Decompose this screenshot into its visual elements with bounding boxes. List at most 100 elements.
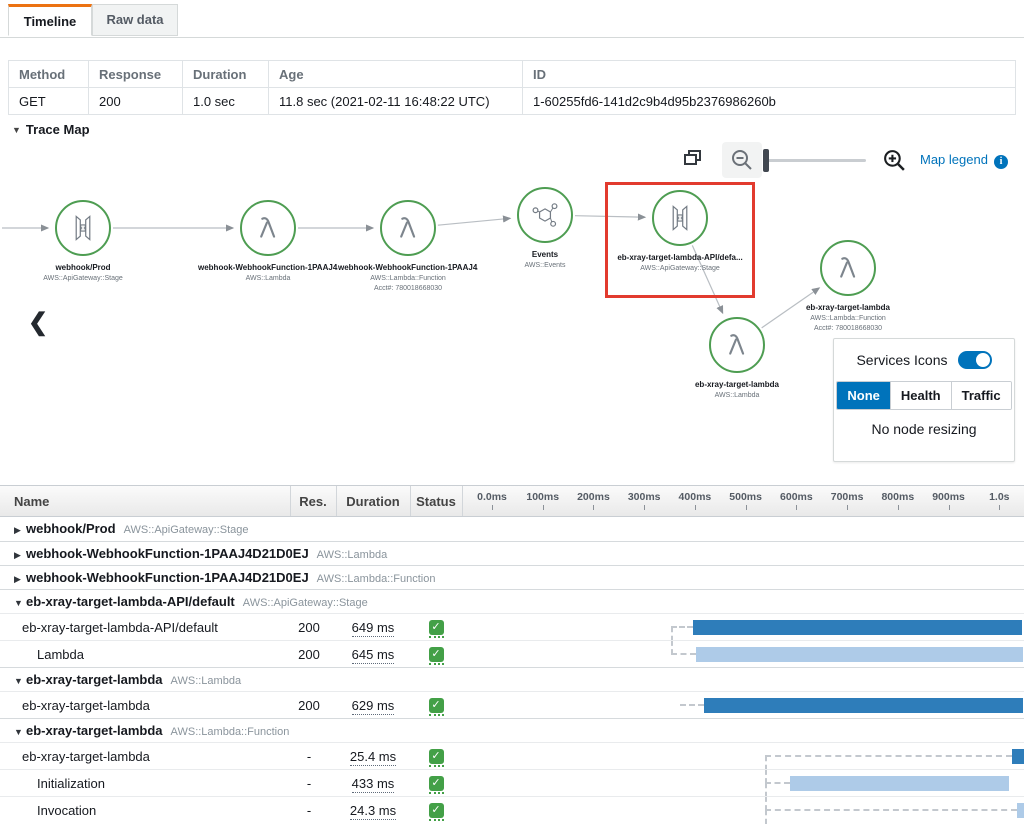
mode-none-button[interactable]: None xyxy=(837,382,891,409)
map-zoom-slider-handle[interactable] xyxy=(763,149,769,172)
trace-map-edges xyxy=(2,213,821,329)
trace-map-section-header[interactable]: ▼ Trace Map xyxy=(12,122,90,137)
timeline-bar[interactable] xyxy=(704,698,1024,713)
column-separator xyxy=(290,486,291,516)
group-type-label: AWS::Lambda xyxy=(316,549,388,561)
trace-map-title: Trace Map xyxy=(25,122,90,137)
chevron-right-icon[interactable]: ▶ xyxy=(14,574,21,584)
node-label: webhook-WebhookFunction-1PAAJ4... xyxy=(338,263,478,272)
axis-tick-label: 400ms xyxy=(678,491,712,503)
group-type-label: AWS::Lambda::Function xyxy=(170,726,290,738)
apigateway-icon[interactable] xyxy=(55,200,111,256)
status-ok-icon[interactable]: ✓ xyxy=(428,749,444,767)
lambda-icon[interactable] xyxy=(240,200,296,256)
timeline-table-header: Name Res. Duration Status 0.0ms 100ms 200m… xyxy=(0,485,1024,517)
summary-header-row: Method Response Duration Age ID xyxy=(8,60,1016,88)
mode-traffic-button[interactable]: Traffic xyxy=(951,382,1011,409)
axis-tick-label: 1.0s xyxy=(989,491,1010,503)
timeline-bar[interactable] xyxy=(1011,749,1024,764)
map-node-eb-xray-target-lambda[interactable]: eb-xray-target-lambda AWS::Lambda xyxy=(667,317,807,399)
status-ok-icon[interactable]: ✓ xyxy=(428,803,444,821)
chevron-down-icon[interactable]: ▼ xyxy=(14,727,23,737)
mode-health-button[interactable]: Health xyxy=(890,382,952,409)
map-zoom-slider-track[interactable] xyxy=(768,159,866,162)
duration-link: 433 ms xyxy=(351,776,395,793)
timeline-bar[interactable] xyxy=(692,620,1023,635)
timeline-bar[interactable] xyxy=(789,776,1010,791)
group-name[interactable]: eb-xray-target-lambda xyxy=(26,672,163,687)
tab-raw-data[interactable]: Raw data xyxy=(92,4,178,36)
map-node-webhook-prod[interactable]: webhook/Prod AWS::ApiGateway::Stage xyxy=(13,200,153,282)
summary-header-cell: Method xyxy=(8,60,89,88)
events-icon[interactable] xyxy=(517,187,573,243)
summary-header-cell: Duration xyxy=(182,60,269,88)
map-node-webhook-webhookfunction-1paaj4-[interactable]: webhook-WebhookFunction-1PAAJ4... AWS::La… xyxy=(338,200,478,292)
group-name[interactable]: webhook/Prod xyxy=(26,521,116,536)
axis-tick-mark xyxy=(593,505,595,510)
apigateway-icon[interactable] xyxy=(652,190,708,246)
group-name[interactable]: eb-xray-target-lambda-API/default xyxy=(26,594,235,609)
response-code: 200 xyxy=(298,698,320,713)
zoom-in-button[interactable] xyxy=(882,148,907,176)
map-controls: Map legend i xyxy=(0,142,1024,178)
map-node-eb-xray-target-lambda-api-defa-[interactable]: eb-xray-target-lambda-API/defa... AWS::Ap… xyxy=(610,190,750,272)
map-legend-link[interactable]: Map legend i xyxy=(920,152,1008,169)
segment-name: eb-xray-target-lambda xyxy=(22,698,150,713)
axis-tick-mark xyxy=(948,505,950,510)
timeline-bar[interactable] xyxy=(1017,803,1024,818)
segment-row-eb-xray-target-lambda-api-default: eb-xray-target-lambda-API/default 200 649 … xyxy=(0,613,1024,641)
collapse-triangle-icon: ▼ xyxy=(12,125,21,135)
axis-tick-mark xyxy=(796,505,798,510)
lambda-icon[interactable] xyxy=(380,200,436,256)
lambda-icon[interactable] xyxy=(709,317,765,373)
col-name: Name xyxy=(14,494,50,509)
status-ok-icon[interactable]: ✓ xyxy=(428,647,444,665)
zoom-out-button[interactable] xyxy=(722,142,762,178)
timeline-connector-dash xyxy=(764,797,767,810)
services-icons-toggle[interactable] xyxy=(957,351,992,369)
tab-timeline[interactable]: Timeline xyxy=(8,4,92,36)
group-type-label: AWS::Lambda::Function xyxy=(316,573,436,585)
tab-bar: Timeline Raw data xyxy=(0,0,1024,38)
segment-row-invocation: Invocation - 24.3 ms ✓ xyxy=(0,796,1024,824)
chevron-right-icon[interactable]: ▶ xyxy=(14,525,21,535)
status-ok-icon[interactable]: ✓ xyxy=(428,620,444,638)
chevron-down-icon[interactable]: ▼ xyxy=(14,676,23,686)
node-resizing-note: No node resizing xyxy=(871,421,977,437)
axis-tick-mark xyxy=(897,505,899,510)
chevron-down-icon[interactable]: ▼ xyxy=(14,598,23,608)
lambda-icon[interactable] xyxy=(820,240,876,296)
group-row-webhook-webhookfunction-1paaj4d21d0ej: ▶ webhook-WebhookFunction-1PAAJ4D21D0EJ AW… xyxy=(0,541,1024,565)
fit-to-window-icon[interactable] xyxy=(682,147,704,172)
timeline-connector-dash xyxy=(764,756,767,770)
axis-tick-mark xyxy=(847,505,849,510)
summary-header-cell: ID xyxy=(522,60,1016,88)
map-node-webhook-webhookfunction-1paaj4-[interactable]: webhook-WebhookFunction-1PAAJ4... AWS::La… xyxy=(198,200,338,282)
timeline-connector-dash xyxy=(670,653,696,655)
segment-row-eb-xray-target-lambda: eb-xray-target-lambda - 25.4 ms ✓ xyxy=(0,742,1024,770)
node-account-label: Acct#: 780018668030 xyxy=(373,285,443,292)
group-name[interactable]: webhook-WebhookFunction-1PAAJ4D21D0EJ xyxy=(26,546,309,561)
pan-left-chevron[interactable]: ❮ xyxy=(28,309,49,336)
group-row-eb-xray-target-lambda-api-default: ▼ eb-xray-target-lambda-API/default AWS::A… xyxy=(0,589,1024,613)
group-row-eb-xray-target-lambda: ▼ eb-xray-target-lambda AWS::Lambda::Funct… xyxy=(0,718,1024,742)
summary-header-cell: Age xyxy=(268,60,523,88)
map-node-eb-xray-target-lambda[interactable]: eb-xray-target-lambda AWS::Lambda::Functi… xyxy=(778,240,918,332)
status-ok-icon[interactable]: ✓ xyxy=(428,776,444,794)
info-icon[interactable]: i xyxy=(993,155,1008,169)
summary-value-cell: 11.8 sec (2021-02-11 16:48:22 UTC) xyxy=(268,87,523,115)
axis-tick-label: 900ms xyxy=(932,491,965,503)
map-node-events[interactable]: Events AWS::Events xyxy=(475,187,615,269)
status-ok-icon[interactable]: ✓ xyxy=(428,698,444,716)
chevron-right-icon[interactable]: ▶ xyxy=(14,550,21,560)
segment-row-lambda: Lambda 200 645 ms ✓ xyxy=(0,640,1024,667)
group-name[interactable]: webhook-WebhookFunction-1PAAJ4D21D0EJ xyxy=(26,570,309,585)
timeline-table: Name Res. Duration Status 0.0ms 100ms 200m… xyxy=(0,485,1024,824)
group-name[interactable]: eb-xray-target-lambda xyxy=(26,723,163,738)
summary-value-cell: 200 xyxy=(88,87,183,115)
segment-row-eb-xray-target-lambda: eb-xray-target-lambda 200 629 ms ✓ xyxy=(0,691,1024,718)
timeline-bar[interactable] xyxy=(695,647,1024,662)
node-label: webhook-WebhookFunction-1PAAJ4... xyxy=(198,263,338,272)
timeline-connector-dash xyxy=(670,626,693,628)
